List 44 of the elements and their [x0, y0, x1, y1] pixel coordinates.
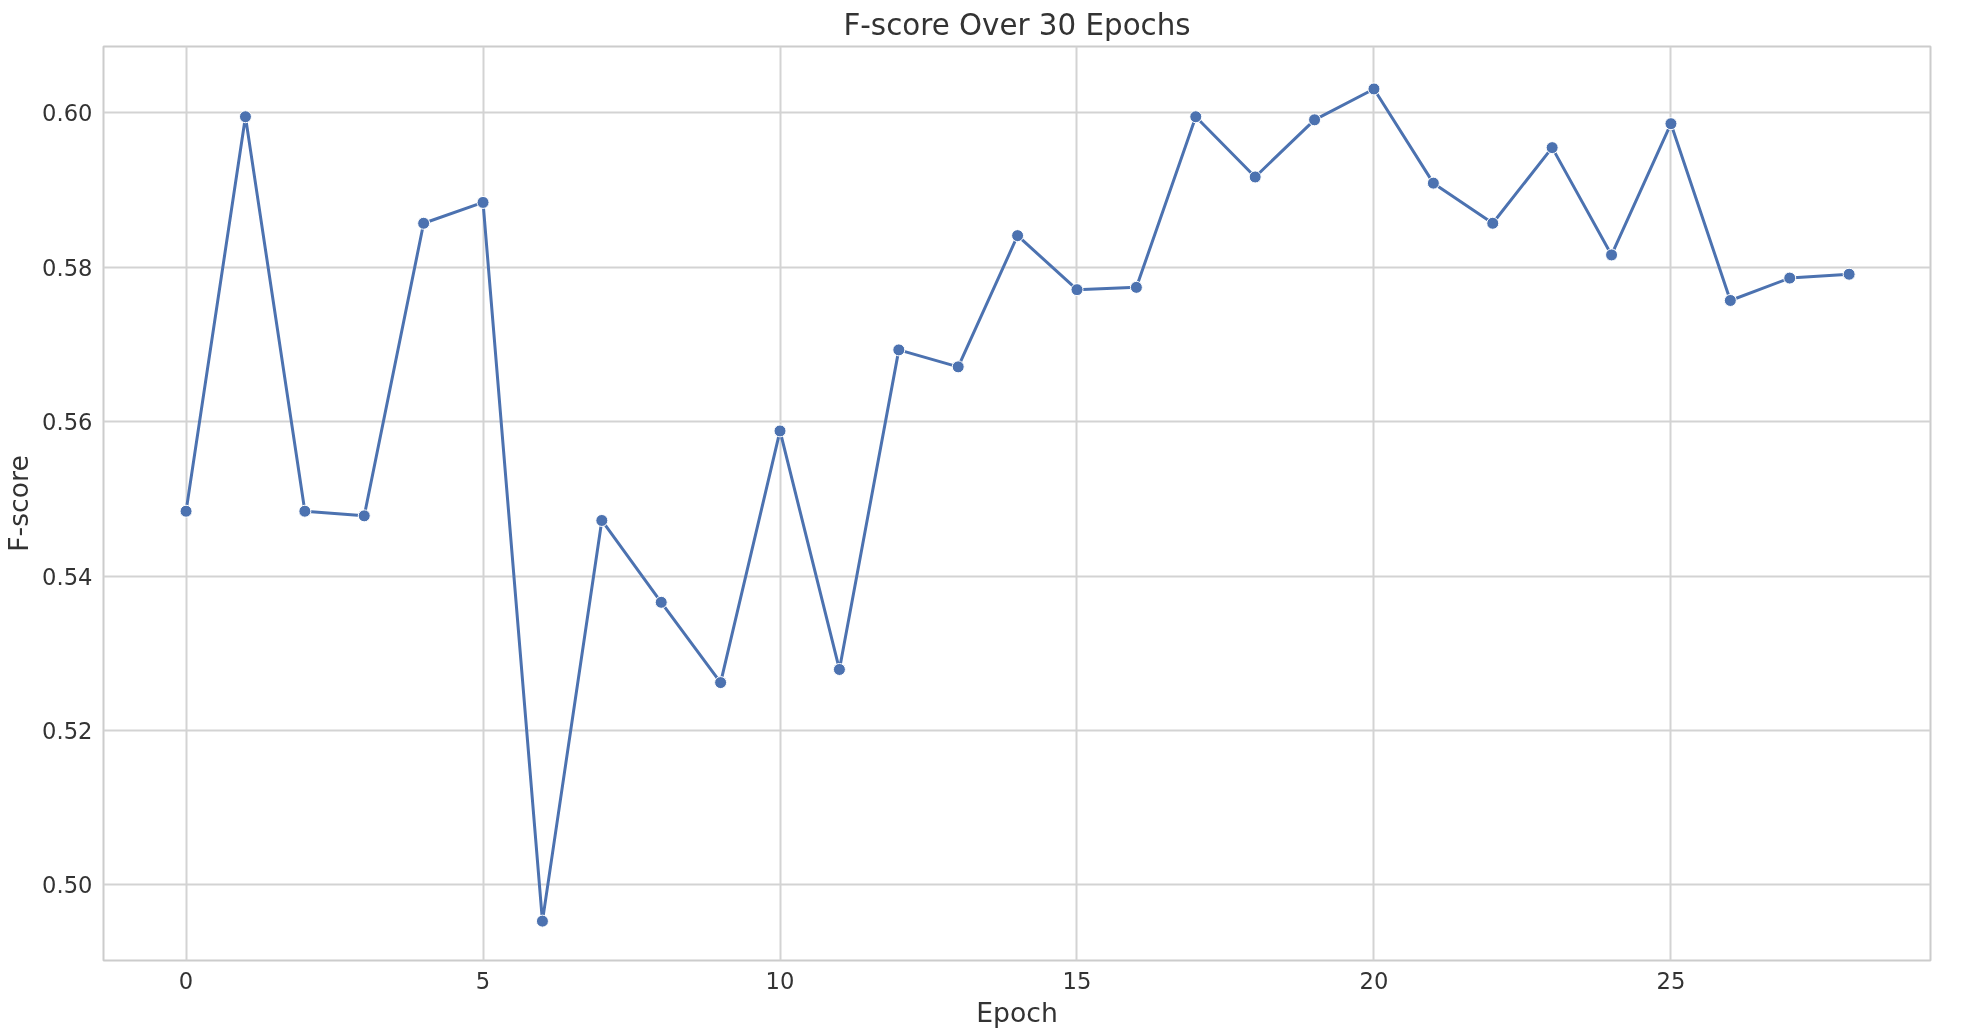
point [1189, 110, 1203, 124]
point [773, 424, 787, 438]
point [951, 360, 965, 374]
y-tick-label: 0.54 [42, 563, 93, 590]
point [1664, 117, 1678, 131]
y-axis-title: F-score [3, 455, 35, 552]
y-tick-label: 0.58 [42, 254, 93, 281]
point [1426, 176, 1440, 190]
point [1783, 271, 1797, 285]
x-tick-label: 0 [178, 967, 194, 994]
point [832, 662, 846, 676]
chart-title: F-score Over 30 Epochs [843, 7, 1191, 42]
point [1248, 170, 1262, 184]
x-tick-label: 20 [1359, 967, 1389, 994]
y-tick-label: 0.50 [42, 872, 93, 899]
y-tick-label: 0.60 [42, 100, 93, 127]
point [535, 914, 549, 928]
x-tick-label: 15 [1062, 967, 1092, 994]
x-tick-label: 5 [475, 967, 491, 994]
point [357, 509, 371, 523]
point [238, 110, 252, 124]
y-tick-label: 0.56 [42, 409, 93, 436]
point [1486, 216, 1500, 230]
point [1367, 82, 1381, 96]
x-axis-title: Epoch [976, 996, 1058, 1028]
point [1070, 283, 1084, 297]
point [1011, 229, 1025, 243]
point [1129, 280, 1143, 294]
x-tick-label: 10 [765, 967, 795, 994]
point [1545, 141, 1559, 155]
point [1308, 113, 1322, 127]
x-tick-label: 25 [1656, 967, 1686, 994]
point [179, 504, 193, 518]
point [892, 343, 906, 357]
point [595, 513, 609, 527]
point [417, 216, 431, 230]
point [476, 195, 490, 209]
point [1605, 248, 1619, 262]
point [298, 504, 312, 518]
point [714, 676, 728, 690]
point [1842, 267, 1856, 281]
y-tick-label: 0.52 [42, 717, 93, 744]
point [1723, 293, 1737, 307]
point [654, 595, 668, 609]
